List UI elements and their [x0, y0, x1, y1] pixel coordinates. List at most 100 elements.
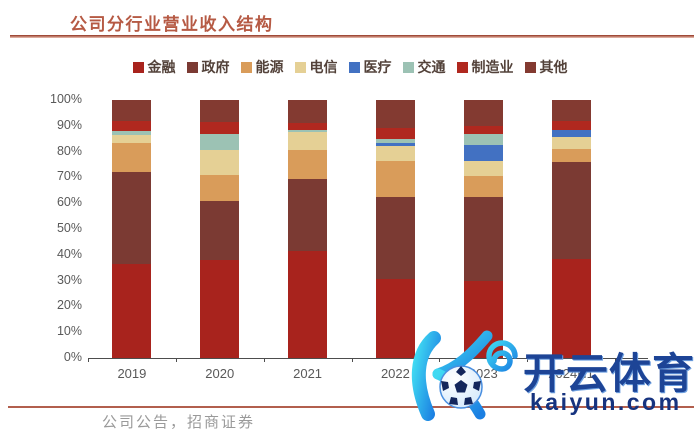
bar-segment	[463, 125, 503, 134]
legend-swatch-icon	[240, 61, 252, 73]
legend-label: 金融	[147, 59, 176, 75]
legend-item: 医疗	[348, 57, 392, 77]
bar-segment	[112, 100, 152, 121]
bar-segment	[551, 137, 591, 150]
bar-segment	[112, 172, 152, 264]
bar-segment	[551, 129, 591, 138]
legend-swatch-icon	[524, 61, 536, 73]
bar-segment	[288, 129, 328, 133]
legend-swatch-icon	[456, 61, 468, 73]
x-axis-tick	[351, 358, 353, 362]
bar-segment	[288, 132, 328, 151]
stacked-bar	[112, 100, 152, 358]
legend-item: 政府	[186, 57, 230, 77]
x-axis-category-label: 2021	[293, 366, 323, 381]
bar-segment	[375, 100, 415, 129]
legend-item: 电信	[294, 57, 338, 77]
legend-label: 交通	[417, 59, 446, 75]
bar-segment	[200, 200, 240, 260]
stacked-bar	[288, 100, 328, 358]
x-axis-tick	[527, 358, 529, 362]
legend-swatch-icon	[132, 61, 144, 73]
bar-segment	[200, 100, 240, 122]
bar-segment	[375, 142, 415, 147]
stacked-bar	[375, 100, 415, 358]
x-axis-category-label: 2019	[117, 366, 147, 381]
bar-segment	[551, 120, 591, 130]
footer-rule	[8, 406, 694, 408]
bar-segment	[551, 161, 591, 259]
stacked-bar	[551, 100, 591, 358]
legend-item: 金融	[132, 57, 176, 77]
y-axis-tick-label: 60%	[56, 195, 82, 210]
bar-segment	[551, 100, 591, 121]
watermark-domain-text: kaiyun.com	[530, 389, 682, 415]
page-title: 公司分行业营业收入结构	[70, 15, 274, 34]
y-axis-tick-label: 0%	[63, 350, 82, 364]
bar-segment	[463, 145, 503, 161]
legend-swatch-icon	[402, 61, 414, 73]
legend-item: 制造业	[456, 57, 514, 77]
bar-segment	[112, 120, 152, 132]
bar-segment	[551, 258, 591, 358]
y-axis-tick-label: 100%	[50, 92, 82, 106]
legend-label: 电信	[309, 59, 338, 75]
bar-segment	[112, 263, 152, 358]
bar-segment	[288, 250, 328, 358]
y-axis-tick-label: 30%	[56, 272, 82, 287]
bar-segment	[375, 160, 415, 197]
bar-segment	[288, 100, 328, 124]
legend-label: 政府	[201, 59, 230, 75]
bar-segment	[200, 121, 240, 134]
legend-label: 能源	[255, 59, 284, 75]
bar-segment	[551, 149, 591, 162]
bar-segment	[463, 176, 503, 197]
y-axis-tick-label: 40%	[56, 246, 82, 261]
source-note: 公司公告，招商证券	[102, 414, 256, 431]
stacked-bar	[463, 100, 503, 358]
title-underline	[10, 35, 694, 38]
bar-segment	[200, 259, 240, 358]
bar-segment	[112, 131, 152, 135]
bar-segment	[375, 196, 415, 280]
bar-segment	[112, 134, 152, 143]
y-axis-tick-label: 90%	[56, 117, 82, 132]
y-axis-tick-label: 80%	[56, 143, 82, 158]
x-axis-tick	[263, 358, 265, 362]
x-axis-tick	[175, 358, 177, 362]
legend-item: 其他	[524, 57, 568, 77]
chart-legend: 金融 政府 能源 电信 医疗 交通 制造业 其他	[0, 57, 700, 77]
legend-label: 制造业	[471, 59, 514, 75]
bar-segment	[375, 146, 415, 161]
bar-segment	[375, 138, 415, 143]
legend-label: 其他	[539, 59, 568, 75]
x-axis-tick	[615, 358, 616, 362]
x-axis-tick	[439, 358, 441, 362]
x-axis-category-label: 2023	[468, 366, 498, 381]
bar-segment	[288, 123, 328, 130]
bar-segment	[463, 280, 503, 358]
bar-segment	[200, 150, 240, 175]
bar-segment	[375, 128, 415, 139]
x-axis-category-label: 2022	[380, 366, 410, 381]
bar-segment	[463, 160, 503, 177]
legend-item: 交通	[402, 57, 446, 77]
bar-segment	[375, 279, 415, 358]
bar-segment	[200, 133, 240, 151]
legend-swatch-icon	[294, 61, 306, 73]
legend-label: 医疗	[363, 59, 392, 75]
y-axis-tick-label: 70%	[56, 169, 82, 184]
x-axis-tick	[88, 358, 89, 362]
bar-segment	[200, 174, 240, 201]
stacked-bar	[200, 100, 240, 358]
x-axis-category-label: 2020	[205, 366, 235, 381]
x-axis-line	[88, 358, 648, 359]
bar-segment	[463, 133, 503, 146]
y-axis-tick-label: 20%	[56, 298, 82, 313]
legend-swatch-icon	[348, 61, 360, 73]
bar-segment	[288, 178, 328, 251]
x-axis-category-label: 2024H1	[548, 366, 594, 381]
bar-segment	[463, 196, 503, 281]
y-axis-tick-label: 50%	[56, 221, 82, 235]
